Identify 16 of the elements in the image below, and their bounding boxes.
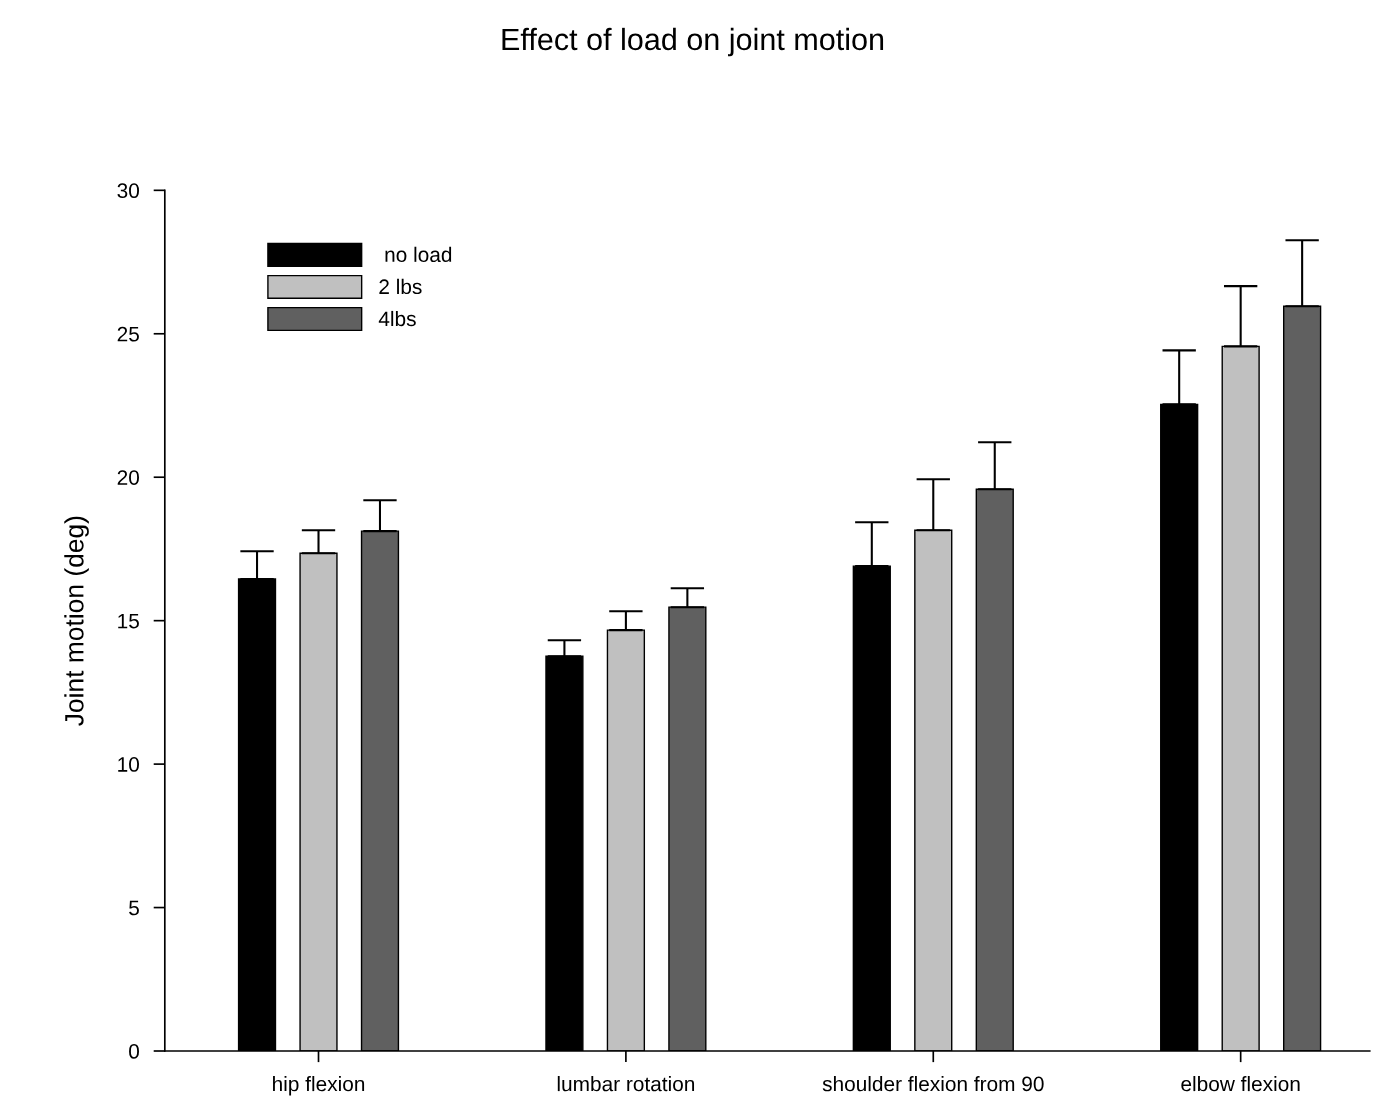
x-tick-label: elbow flexion	[1181, 1076, 1300, 1092]
legend-label: 2 lbs	[379, 278, 422, 295]
y-tick-label: 30	[117, 183, 139, 199]
y-axis-title: Joint motion (deg)	[64, 516, 89, 726]
x-tick-label: hip flexion	[273, 1076, 365, 1096]
legend-label: no load	[385, 246, 452, 263]
chart-title: Effect of load on joint motion	[502, 27, 884, 57]
y-tick-label: 20	[117, 470, 139, 485]
x-tick-label: lumbar rotation	[557, 1076, 695, 1092]
y-tick-label: 5	[129, 900, 139, 916]
y-tick-label: 0	[129, 1044, 139, 1059]
y-tick-label: 10	[118, 757, 139, 772]
x-tick-label: shoulder flexion from 90	[822, 1076, 1044, 1092]
y-tick-label: 15	[118, 613, 139, 629]
legend-label: 4lbs	[378, 310, 416, 327]
y-tick-label: 25	[117, 326, 139, 342]
